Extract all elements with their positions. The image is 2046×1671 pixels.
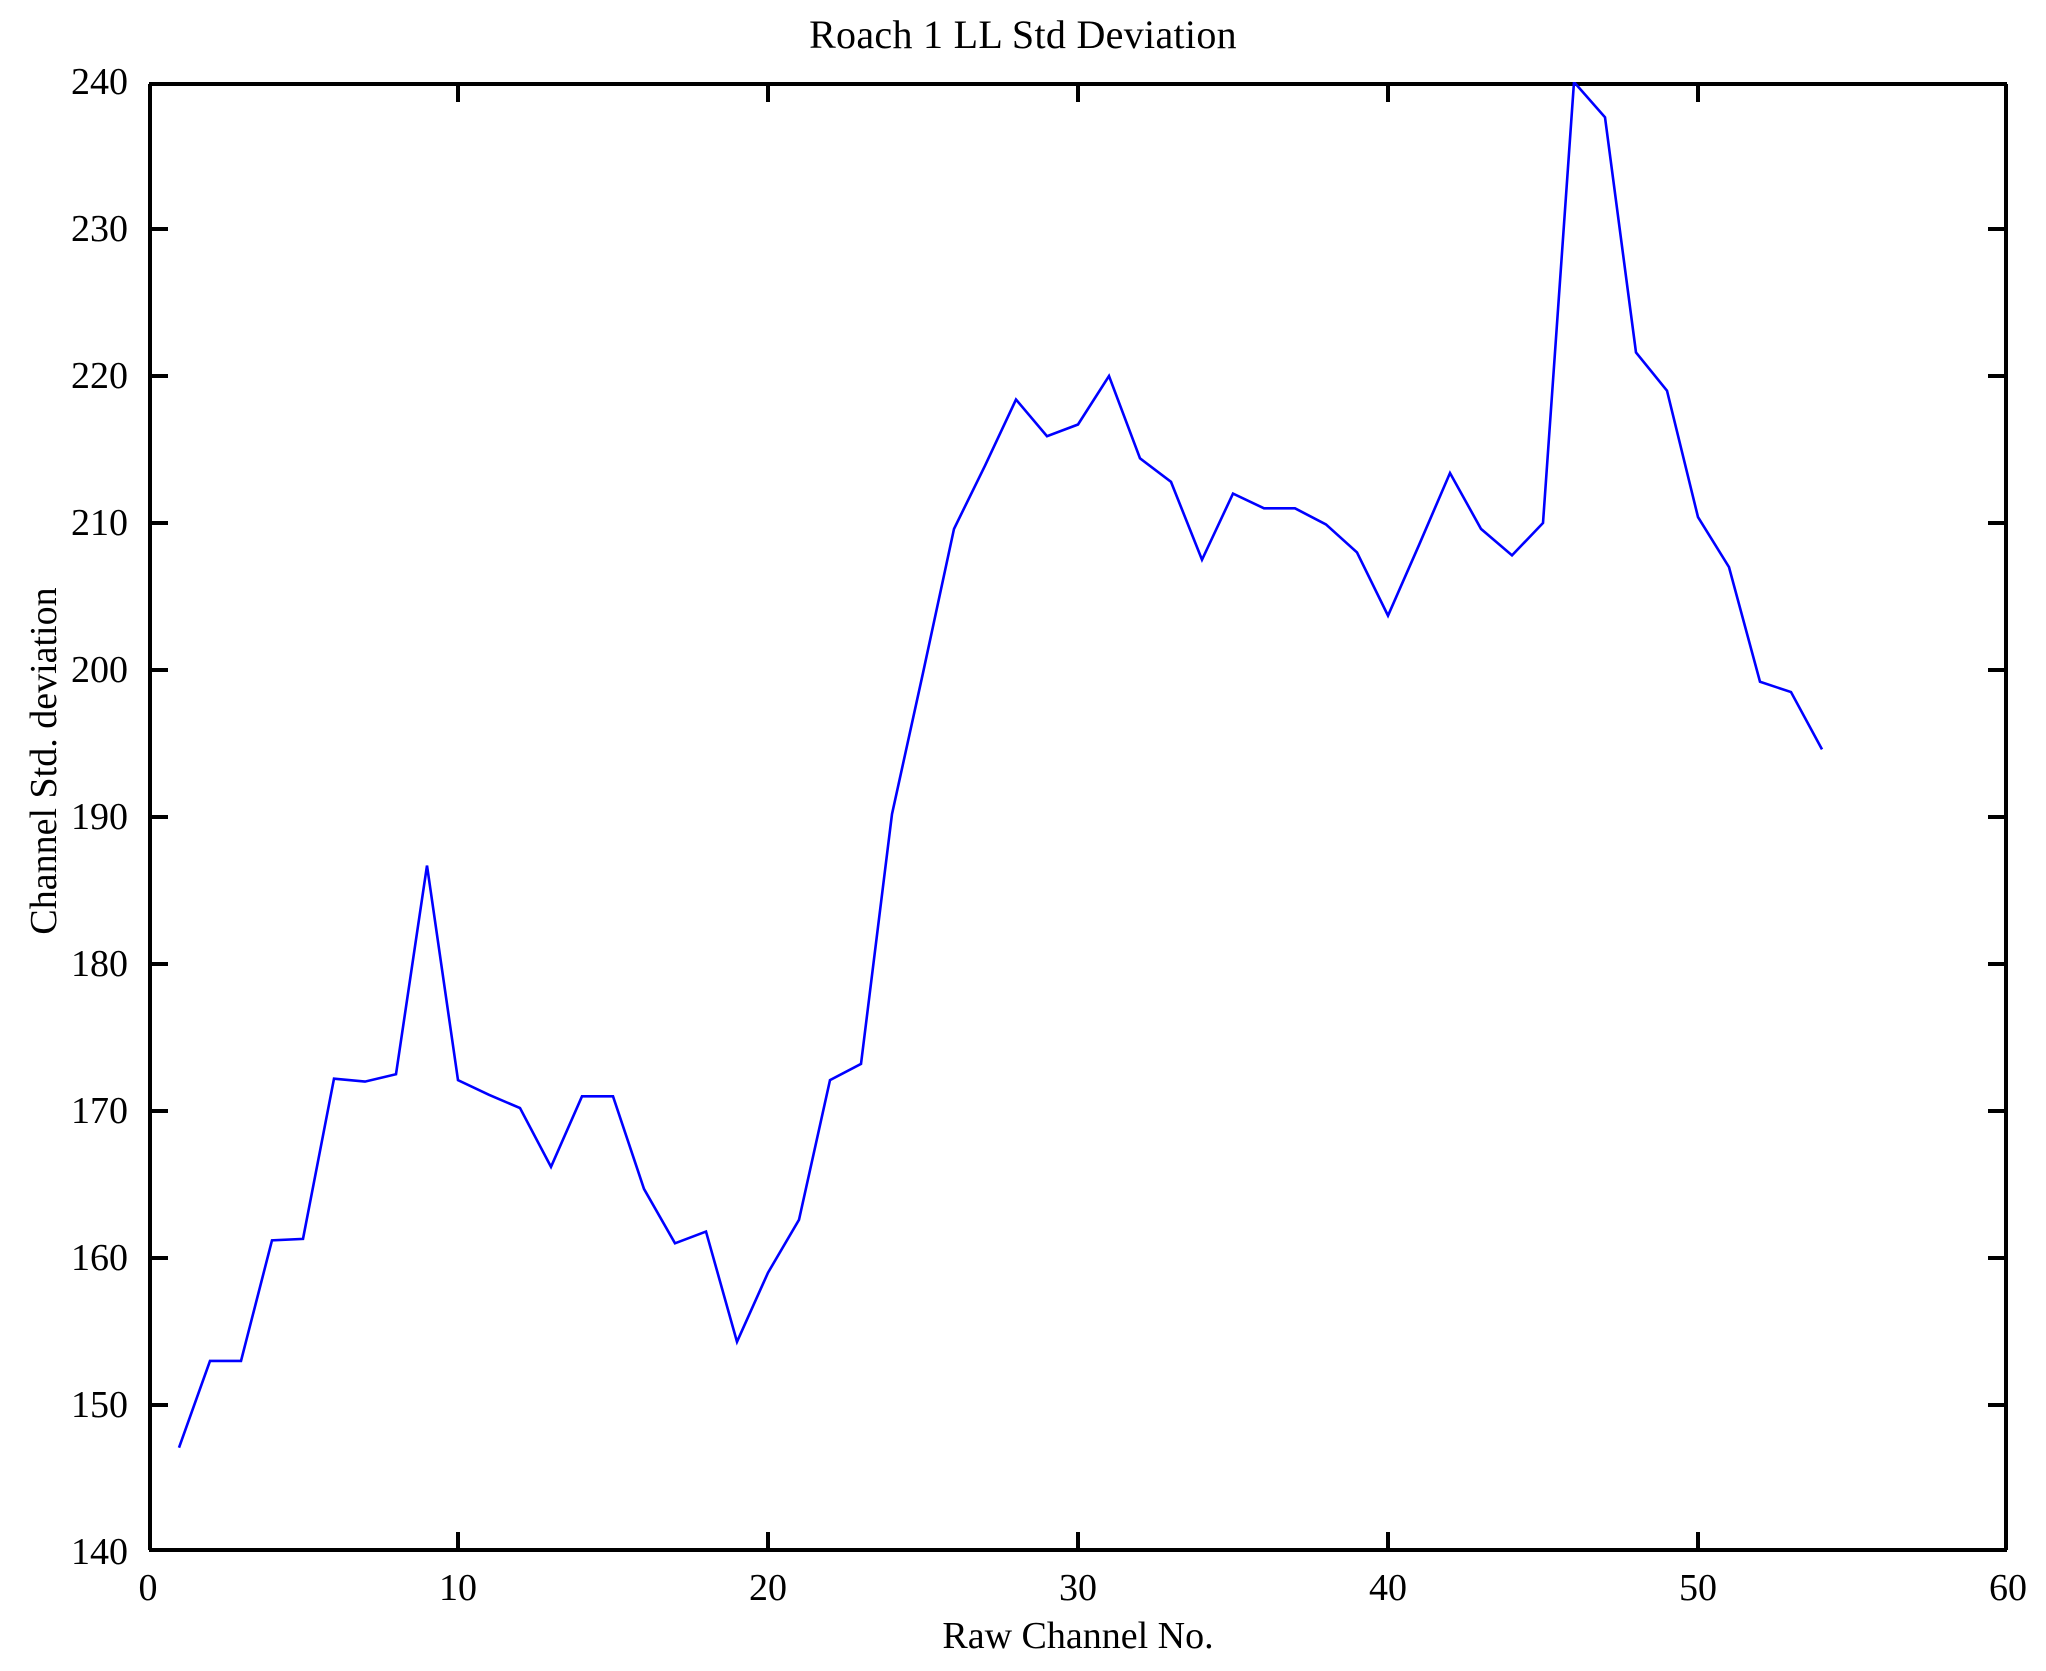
y-tick-label: 150 xyxy=(71,1384,128,1426)
data-series-line xyxy=(177,82,1824,1449)
plot-area: 240 230 220 210 200 190 180 170 160 150 140 0 10 20 3… xyxy=(71,62,2027,1608)
y-tick-label: 160 xyxy=(71,1237,128,1279)
x-tick-label: 60 xyxy=(1989,1567,2027,1609)
axis-box xyxy=(148,82,2008,1552)
y-tick-label: 180 xyxy=(71,943,128,985)
y-tick-label: 140 xyxy=(71,1531,128,1573)
y-tick-label: 230 xyxy=(71,208,128,250)
x-tick-label: 10 xyxy=(439,1567,477,1609)
tick-marks xyxy=(148,82,2008,1552)
y-tick-label: 240 xyxy=(71,61,128,103)
x-axis-label: Raw Channel No. xyxy=(942,1615,1214,1657)
y-tick-label: 220 xyxy=(71,355,128,397)
x-tick-label: 20 xyxy=(749,1567,787,1609)
page-title: Roach 1 LL Std Deviation xyxy=(809,12,1237,57)
plot-svg xyxy=(148,82,2008,1552)
x-tick-label: 30 xyxy=(1059,1567,1097,1609)
x-tick-label: 50 xyxy=(1679,1567,1717,1609)
y-tick-label: 190 xyxy=(71,796,128,838)
y-tick-label: 200 xyxy=(71,649,128,691)
x-tick-label: 40 xyxy=(1369,1567,1407,1609)
y-tick-label: 170 xyxy=(71,1090,128,1132)
y-tick-label: 210 xyxy=(71,502,128,544)
x-tick-label: 0 xyxy=(138,1567,158,1609)
